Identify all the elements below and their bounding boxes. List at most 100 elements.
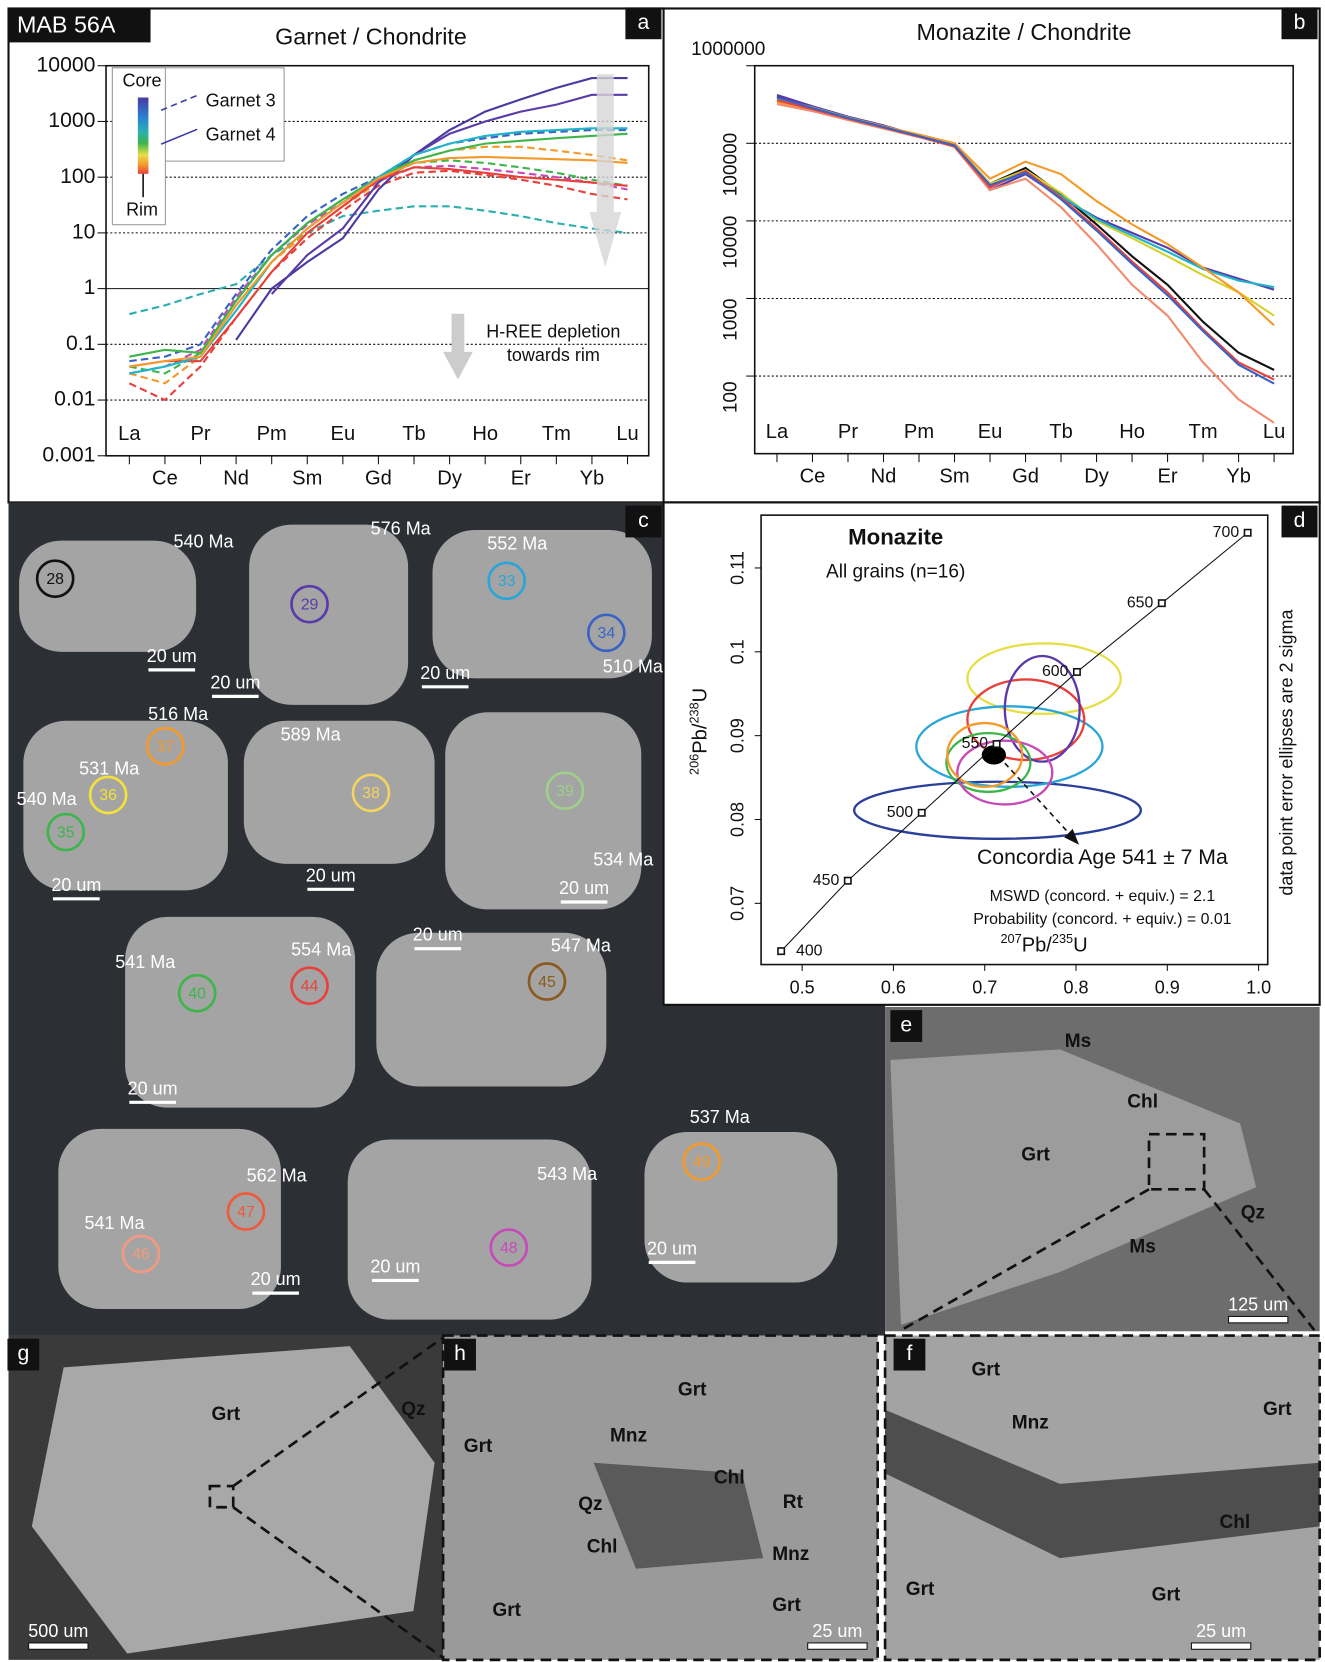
- y-tick-label: 1000: [48, 109, 95, 132]
- scale-label: 20 um: [370, 1256, 420, 1276]
- scale-label: 20 um: [128, 1078, 178, 1098]
- x-tick-label: Pm: [257, 423, 287, 445]
- legend-bottom: Rim: [126, 200, 158, 220]
- x-tick-label: Gd: [1012, 465, 1039, 487]
- mineral-label: Grt: [464, 1436, 493, 1457]
- x-tick-label: Lu: [1263, 421, 1285, 443]
- mineral-label: Grt: [772, 1595, 801, 1616]
- scale-label: 500 um: [28, 1621, 88, 1641]
- annotation: MSWD (concord. + equiv.) = 2.1: [990, 888, 1216, 905]
- spot-number: 36: [99, 787, 117, 804]
- label-part: Pb/: [690, 723, 712, 754]
- spot-age: 510 Ma: [603, 657, 664, 677]
- legend-gradient: [138, 98, 149, 174]
- mineral-label: Grt: [678, 1380, 707, 1401]
- spot-age: 537 Ma: [690, 1107, 751, 1127]
- mineral-label: Grt: [1152, 1584, 1181, 1605]
- x-tick-label: Pr: [838, 421, 858, 443]
- mineral-label: Grt: [1021, 1144, 1050, 1165]
- scale-label: 20 um: [251, 1269, 301, 1289]
- x-tick-label: Lu: [616, 423, 638, 445]
- concordia-point: [1074, 669, 1080, 675]
- panel-label: c: [638, 509, 649, 532]
- spot-age: 562 Ma: [247, 1165, 308, 1185]
- spot-age: 516 Ma: [148, 704, 209, 724]
- label-part: U: [1073, 935, 1088, 957]
- chart-title: Monazite: [848, 524, 943, 549]
- mineral-label: Mnz: [610, 1425, 647, 1446]
- panel-label: h: [454, 1342, 466, 1365]
- concordia-point: [845, 878, 851, 884]
- x-tick-label: Nd: [223, 467, 249, 489]
- x-tick-label: Ho: [1119, 421, 1145, 443]
- concordia-age: 550: [962, 735, 989, 752]
- monazite-grain: [376, 933, 606, 1087]
- x-tick-label: Pr: [190, 423, 210, 445]
- y-tick-label: 100000: [720, 133, 741, 197]
- annotation: Concordia Age 541 ± 7 Ma: [977, 846, 1228, 869]
- y-tick-label: 0.001: [42, 443, 95, 466]
- x-tick-label: 0.7: [972, 978, 997, 998]
- mineral-label: Chl: [1220, 1512, 1251, 1533]
- spot-number: 38: [362, 785, 380, 802]
- y-tick-label: 100: [60, 165, 95, 188]
- figure: Garnet / Chondrite0.0010.010.11101001000…: [0, 0, 1325, 1662]
- panel-label: f: [907, 1342, 913, 1365]
- mineral-label: Ms: [1065, 1031, 1091, 1052]
- x-tick-label: Yb: [1226, 465, 1251, 487]
- y-tick-label: 1000: [720, 298, 741, 340]
- x-tick-label: Dy: [1084, 465, 1110, 487]
- x-tick-label: 1.0: [1246, 978, 1271, 998]
- concordia-point: [993, 741, 999, 747]
- x-tick-label: Eu: [978, 421, 1003, 443]
- scale-label: 20 um: [647, 1238, 697, 1258]
- spot-age: 547 Ma: [551, 935, 612, 955]
- concordia-point: [1159, 600, 1165, 606]
- x-tick-label: Er: [511, 467, 531, 489]
- x-tick-label: Sm: [939, 465, 969, 487]
- label-part: Pb/: [1022, 935, 1053, 957]
- spot-number: 48: [500, 1240, 518, 1257]
- scale-label: 125 um: [1228, 1295, 1288, 1315]
- mineral-label: Grt: [492, 1600, 521, 1621]
- y-tick-label: 10: [72, 220, 96, 243]
- x-tick-label: Pm: [904, 421, 934, 443]
- x-tick-label: Tb: [402, 423, 426, 445]
- x-tick-label: Ho: [472, 423, 498, 445]
- mineral-label: Grt: [971, 1360, 1000, 1381]
- legend-top: Core: [123, 70, 162, 90]
- label-part: 235: [1052, 932, 1073, 947]
- mineral-label: Chl: [714, 1468, 745, 1489]
- scale-label: 20 um: [51, 875, 101, 895]
- spot-age: 552 Ma: [487, 534, 548, 554]
- mineral-label: Chl: [1127, 1091, 1158, 1112]
- y-tick-label: 0.01: [54, 388, 95, 411]
- x-tick-label: Tm: [1189, 421, 1218, 443]
- x-tick-label: 0.5: [790, 978, 815, 998]
- x-tick-label: Dy: [437, 467, 463, 489]
- spot-number: 33: [498, 573, 516, 590]
- y-tick-label: 0.08: [728, 802, 748, 837]
- scale-label: 20 um: [147, 646, 197, 666]
- spot-age: 576 Ma: [371, 519, 432, 539]
- spot-number: 34: [597, 625, 615, 642]
- side-note: data point error ellipses are 2 sigma: [1277, 609, 1297, 896]
- scale-bar: [1229, 1316, 1288, 1322]
- x-tick-label: La: [118, 423, 141, 445]
- panel-label: b: [1294, 11, 1306, 34]
- chart-title: Monazite / Chondrite: [916, 19, 1131, 45]
- x-tick-label: Ce: [152, 467, 178, 489]
- monazite-grain: [644, 1132, 837, 1283]
- label-part: 206: [687, 754, 702, 775]
- spot-number: 37: [157, 738, 175, 755]
- y-tick-label: 10000: [720, 216, 741, 269]
- spot-age: 540 Ma: [17, 789, 78, 809]
- panel-label: e: [900, 1014, 912, 1037]
- concordia-age: 700: [1213, 524, 1240, 541]
- spot-age: 541 Ma: [115, 952, 176, 972]
- y-tick-label: 1: [84, 276, 96, 299]
- concordia-age: 400: [796, 942, 823, 959]
- concordia-age: 600: [1042, 663, 1069, 680]
- concordia-point: [778, 948, 784, 954]
- spot-age: 554 Ma: [291, 940, 352, 960]
